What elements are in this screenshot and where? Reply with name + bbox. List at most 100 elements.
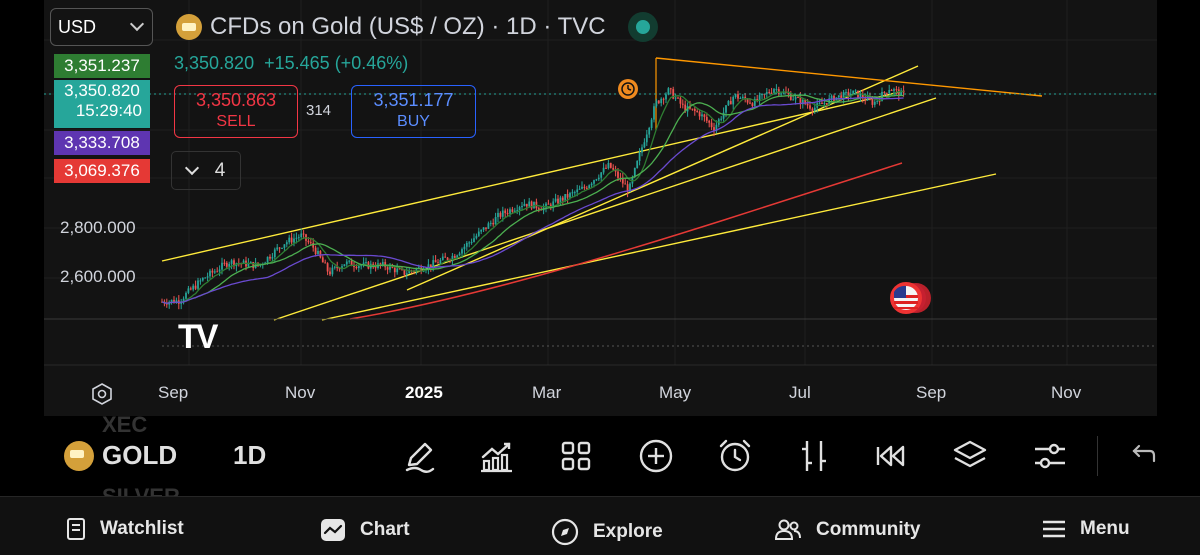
- gold-logo-icon: [64, 440, 94, 471]
- candle-body: [715, 124, 718, 132]
- x-axis-label: Nov: [1051, 383, 1082, 402]
- symbol-header[interactable]: CFDs on Gold (US$ / OZ) · 1D · TVC: [176, 12, 658, 42]
- candle-body: [876, 100, 879, 102]
- candle-body: [626, 184, 629, 192]
- indicators-toggle-button[interactable]: 4: [171, 151, 241, 190]
- trend-line-support: [406, 65, 919, 291]
- candle-body: [350, 260, 353, 267]
- currency-select-value: USD: [58, 16, 97, 37]
- candle-body: [605, 167, 607, 169]
- nav-watchlist-label: Watchlist: [100, 518, 184, 539]
- candle-body: [307, 240, 310, 243]
- candle-body: [746, 99, 749, 103]
- price-chart[interactable]: [44, 0, 1157, 416]
- candle-body: [765, 92, 768, 94]
- x-axis-label: Jul: [789, 383, 811, 402]
- candle-body: [381, 262, 384, 265]
- moving-average-200-line: [349, 162, 903, 320]
- grid-icon[interactable]: [557, 437, 595, 475]
- candle-body: [189, 288, 192, 290]
- candle-body: [737, 94, 739, 99]
- symbol-prev[interactable]: XEC: [102, 412, 148, 437]
- candle-body: [837, 95, 840, 98]
- nav-watchlist[interactable]: Watchlist: [66, 518, 184, 540]
- candle-body: [840, 95, 843, 100]
- interval-button[interactable]: 1D: [233, 440, 267, 470]
- candle-body: [657, 100, 660, 104]
- chart-settings-icon[interactable]: [91, 383, 113, 405]
- candle-body: [489, 222, 492, 224]
- alarm-icon[interactable]: [716, 437, 754, 475]
- candle-body: [693, 108, 696, 112]
- candle-body: [473, 238, 475, 242]
- bar-settings-icon[interactable]: [795, 437, 833, 475]
- candle-body: [861, 94, 864, 99]
- candle-body: [266, 256, 269, 263]
- candle-body: [288, 237, 291, 243]
- candle-body: [182, 298, 185, 302]
- candle-body: [446, 257, 449, 260]
- quote-last: 3,350.820: [174, 53, 255, 73]
- symbol-next[interactable]: SILVER: [102, 484, 180, 496]
- candle-body: [487, 223, 490, 229]
- chart-panel[interactable]: USD 3,351.237 3,350.820 15:29:40 3,333.7…: [44, 0, 1157, 416]
- candle-body: [194, 285, 197, 289]
- x-axis-label: Sep: [916, 383, 947, 402]
- nav-menu[interactable]: Menu: [1042, 518, 1130, 540]
- candle-body: [528, 201, 531, 207]
- layers-icon[interactable]: [951, 437, 989, 475]
- nav-chart[interactable]: Chart: [320, 518, 410, 542]
- candle-body: [768, 92, 771, 94]
- sliders-icon[interactable]: [1031, 437, 1069, 475]
- candle-body: [271, 257, 274, 259]
- candle-body: [213, 271, 216, 273]
- candle-body: [362, 262, 365, 266]
- currency-select[interactable]: USD: [50, 8, 153, 46]
- indicators-count: 4: [214, 159, 226, 181]
- candle-body: [170, 299, 173, 302]
- candle-body: [374, 267, 377, 269]
- chart-indicators-icon[interactable]: [478, 437, 516, 475]
- candle-body: [408, 270, 411, 274]
- candle-body: [576, 189, 579, 193]
- candle-body: [859, 94, 862, 98]
- nav-community[interactable]: Community: [774, 518, 921, 542]
- symbol-switcher[interactable]: GOLD: [64, 440, 177, 471]
- candle-body: [343, 264, 346, 267]
- candle-body: [645, 134, 648, 143]
- undo-icon[interactable]: [1126, 439, 1158, 471]
- toolbar-divider: [1097, 436, 1098, 476]
- candle-body: [518, 207, 521, 211]
- gold-logo-icon: [176, 14, 202, 40]
- pencil-icon[interactable]: [401, 437, 439, 475]
- candle-body: [780, 93, 783, 95]
- compass-icon: [551, 518, 579, 546]
- candle-body: [852, 90, 855, 95]
- candle-body: [701, 114, 703, 117]
- candle-body: [665, 94, 667, 100]
- candle-body: [492, 222, 495, 225]
- candle-body: [273, 249, 276, 258]
- candle-body: [309, 242, 312, 244]
- candle-body: [521, 205, 523, 208]
- moving-average-line: [161, 96, 904, 304]
- candle-body: [825, 103, 828, 105]
- nav-explore[interactable]: Explore: [551, 518, 663, 546]
- quote-change: +15.465: [264, 53, 330, 73]
- candle-body: [770, 92, 773, 94]
- plus-circle-icon[interactable]: [637, 437, 675, 475]
- candle-body: [602, 167, 605, 173]
- candle-body: [547, 203, 550, 205]
- replay-icon[interactable]: [873, 437, 911, 475]
- candle-body: [319, 250, 322, 258]
- candle-body: [204, 277, 207, 279]
- candle-body: [300, 233, 303, 238]
- candle-body: [444, 256, 447, 258]
- candle-body: [569, 193, 571, 198]
- candle-body: [674, 97, 677, 99]
- buy-label: BUY: [397, 113, 430, 130]
- candle-body: [595, 179, 598, 181]
- buy-button[interactable]: 3,351.177 BUY: [351, 85, 476, 138]
- sell-button[interactable]: 3,350.863 SELL: [174, 85, 298, 138]
- candle-body: [336, 266, 339, 269]
